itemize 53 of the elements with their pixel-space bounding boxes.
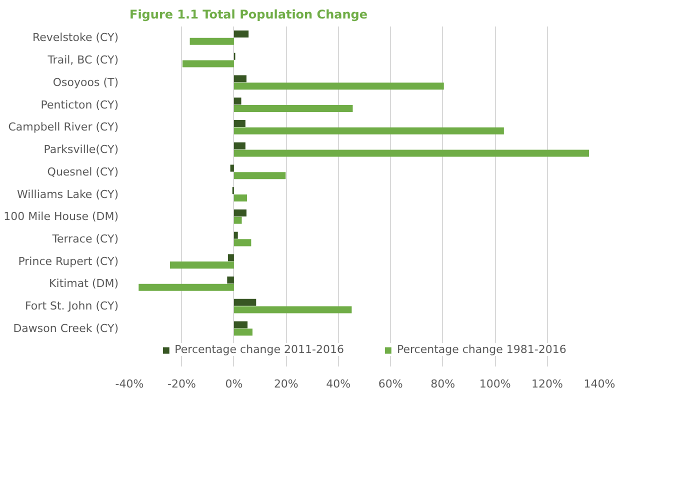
bar — [234, 239, 252, 246]
bar — [234, 120, 246, 127]
y-tick-label: Trail, BC (CY) — [46, 54, 119, 67]
bar — [234, 82, 444, 90]
y-tick-label: Williams Lake (CY) — [17, 188, 119, 201]
bar — [234, 321, 248, 328]
bar — [234, 298, 256, 306]
chart-title: Figure 1.1 Total Population Change — [130, 8, 368, 22]
bar — [234, 172, 286, 180]
y-tick-label: Osoyoos (T) — [52, 76, 119, 89]
bar — [182, 60, 234, 68]
y-tick-label: Prince Rupert (CY) — [18, 254, 118, 268]
bar — [170, 262, 234, 269]
bar — [234, 216, 242, 224]
legend-label: Percentage change 1981-2016 — [397, 343, 566, 356]
bar — [234, 75, 246, 82]
x-tick-label: 0% — [225, 378, 243, 390]
y-tick-label: Penticton (CY) — [40, 98, 119, 112]
bar — [234, 306, 352, 314]
y-tick-label: Campbell River (CY) — [8, 120, 118, 134]
bar — [234, 328, 252, 336]
y-tick-label: 100 Mile House (DM) — [4, 210, 119, 224]
bar — [234, 104, 353, 112]
y-tick-label: Revelstoke (CY) — [32, 31, 119, 44]
legend-label: Percentage change 2011-2016 — [174, 343, 344, 356]
x-tick-label: 80% — [430, 378, 456, 390]
bar — [234, 127, 504, 134]
x-tick-label: 140% — [584, 378, 616, 390]
y-tick-label: Kitimat (DM) — [49, 277, 119, 290]
bar — [234, 209, 246, 216]
y-tick-label: Fort St. John (CY) — [25, 300, 119, 313]
bar — [234, 142, 246, 150]
bar — [234, 150, 590, 157]
y-tick-label: Parksville(CY) — [44, 143, 119, 156]
bar — [138, 284, 234, 291]
x-tick-label: 60% — [378, 378, 403, 390]
y-tick-label: Terrace (CY) — [51, 232, 118, 246]
x-tick-label: 40% — [326, 378, 351, 390]
bar — [234, 232, 238, 239]
bar — [234, 98, 242, 105]
x-tick-label: 100% — [479, 378, 511, 390]
bar — [228, 254, 234, 262]
bar — [227, 276, 234, 284]
bar — [234, 194, 247, 202]
bar — [234, 30, 249, 38]
y-tick-label: Dawson Creek (CY) — [13, 322, 119, 335]
y-tick-label: Quesnel (CY) — [47, 165, 119, 178]
x-tick-label: 20% — [274, 378, 298, 390]
x-tick-label: -40% — [115, 378, 144, 390]
x-tick-label: 120% — [532, 378, 564, 390]
bar — [190, 38, 234, 45]
x-tick-label: -20% — [168, 378, 196, 390]
bar — [230, 164, 234, 172]
